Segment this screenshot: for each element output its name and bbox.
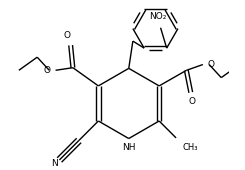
Text: O: O <box>188 97 196 106</box>
Text: O: O <box>208 60 215 69</box>
Text: NH: NH <box>122 143 135 152</box>
Text: O: O <box>44 66 50 75</box>
Text: NO₂: NO₂ <box>149 12 167 21</box>
Text: N: N <box>51 159 58 168</box>
Text: CH₃: CH₃ <box>182 143 198 152</box>
Text: O: O <box>63 31 70 40</box>
